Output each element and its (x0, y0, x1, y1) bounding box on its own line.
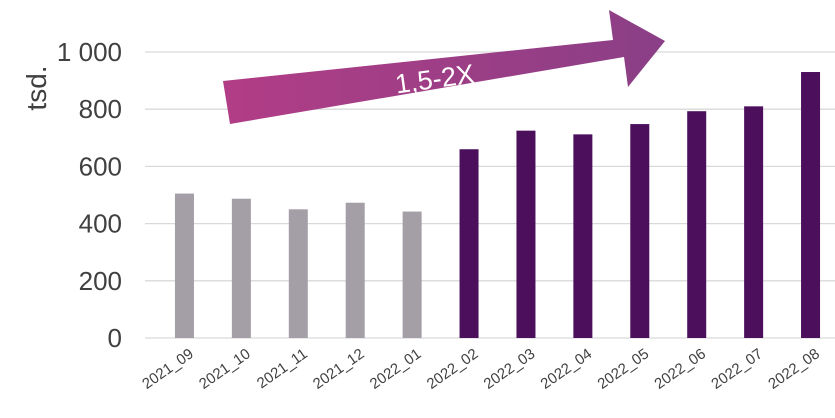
x-tick-label-2022_01: 2022_01 (367, 345, 425, 392)
x-tick-label-2022_06: 2022_06 (651, 345, 709, 392)
x-tick-label-2022_03: 2022_03 (481, 345, 539, 392)
y-tick-label: 0 (108, 323, 122, 353)
bar-2022_04 (573, 134, 593, 338)
bar-2022_03 (516, 130, 536, 338)
bars (174, 72, 821, 339)
bar-2022_02 (459, 149, 479, 338)
y-tick-label: 600 (79, 151, 122, 181)
x-tick-label-2022_04: 2022_04 (538, 345, 596, 392)
bar-2022_05 (630, 124, 650, 339)
y-axis-ticks: 0 200 400 600 800 1 000 (57, 37, 122, 353)
x-tick-label-2021_11: 2021_11 (254, 345, 311, 392)
bar-2021_09 (174, 193, 194, 338)
x-tick-label-2022_07: 2022_07 (708, 345, 766, 392)
x-tick-label-2022_08: 2022_08 (765, 345, 823, 392)
y-tick-label: 200 (79, 266, 122, 296)
bar-2021_12 (345, 202, 365, 338)
y-tick-label: 800 (79, 94, 122, 124)
y-axis-title: tsd. (21, 65, 52, 110)
x-tick-label-2021_09: 2021_09 (139, 345, 197, 392)
bar-2021_10 (231, 198, 251, 338)
x-tick-label-2021_12: 2021_12 (310, 345, 368, 392)
bar-2022_06 (687, 111, 707, 339)
y-tick-label: 400 (79, 209, 122, 239)
x-tick-label-2022_05: 2022_05 (594, 345, 652, 392)
x-tick-label-2022_02: 2022_02 (424, 345, 482, 392)
bar-2022_07 (744, 106, 764, 338)
bar-2022_01 (402, 211, 422, 338)
x-tick-label-2021_10: 2021_10 (196, 345, 254, 392)
growth-arrow: 1,5-2X (223, 10, 665, 124)
bar-2022_08 (801, 72, 821, 339)
y-tick-label: 1 000 (57, 37, 122, 67)
x-axis-labels: 2021_09 2021_10 2021_11 2021_12 2022_01 2022_… (139, 345, 823, 392)
bar-2021_11 (288, 209, 308, 338)
growth-arrow-shape (223, 10, 665, 124)
